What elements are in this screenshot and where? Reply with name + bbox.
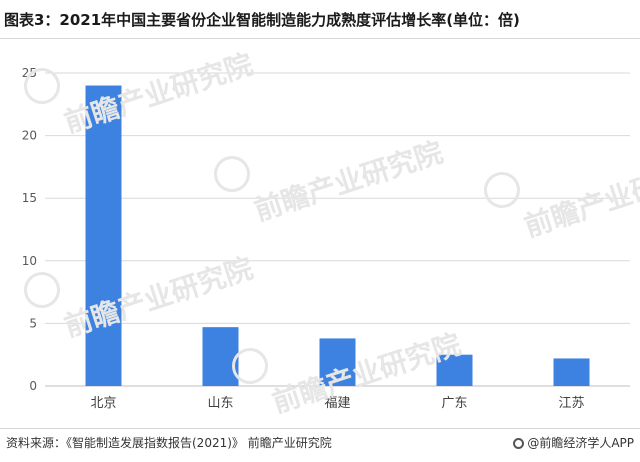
bar-3 xyxy=(319,338,356,386)
bar-4 xyxy=(436,354,473,386)
source-note: 资料来源：《智能制造发展指数报告(2021)》 前瞻产业研究院 xyxy=(6,436,332,450)
y-axis-ticks: 0 5 10 15 20 25 xyxy=(22,66,37,393)
x-axis-ticks: 北京 山东 福建 广东 江苏 xyxy=(90,395,584,411)
y-tick-label: 25 xyxy=(22,66,37,80)
y-tick-label: 5 xyxy=(29,316,37,330)
x-tick-label: 广东 xyxy=(441,396,467,411)
y-tick-label: 10 xyxy=(22,254,37,268)
chart-title: 图表3：2021年中国主要省份企业智能制造能力成熟度评估增长率(单位：倍) xyxy=(4,11,520,29)
bar-1 xyxy=(85,85,122,386)
x-tick-label: 山东 xyxy=(207,396,233,411)
footer-divider xyxy=(0,428,640,429)
brand-credit: @前瞻经济学人APP xyxy=(513,434,634,451)
y-tick-label: 15 xyxy=(22,191,37,205)
bars xyxy=(85,85,590,386)
x-tick-label: 北京 xyxy=(90,396,116,411)
brand-label: @前瞻经济学人APP xyxy=(527,436,634,450)
brand-logo-icon xyxy=(513,438,525,449)
y-tick-label: 0 xyxy=(29,379,37,393)
bar-chart: 0 5 10 15 20 25 北京 山东 福建 广东 江苏 xyxy=(22,66,630,411)
header-bar xyxy=(0,0,640,40)
bar-2 xyxy=(202,327,239,386)
title-divider xyxy=(0,38,640,39)
x-tick-label: 福建 xyxy=(324,396,350,411)
y-tick-label: 20 xyxy=(22,129,37,143)
bar-5 xyxy=(553,358,590,386)
grid-lines xyxy=(45,72,630,387)
x-tick-label: 江苏 xyxy=(558,395,584,411)
